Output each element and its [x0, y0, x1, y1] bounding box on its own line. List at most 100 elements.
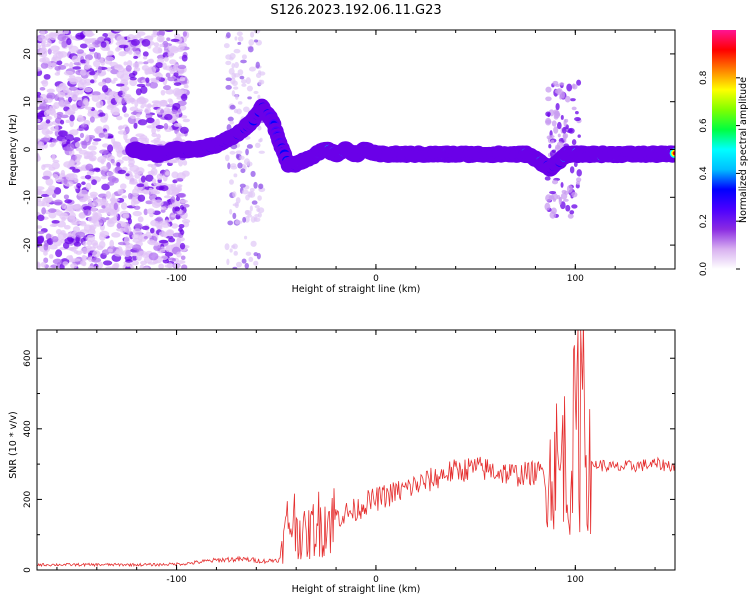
- noise-speck: [175, 177, 184, 182]
- noise-speck: [114, 64, 123, 69]
- noise-speck: [98, 209, 105, 213]
- noise-speck: [55, 249, 63, 258]
- noise-speck: [61, 138, 67, 145]
- noise-speck: [160, 255, 168, 261]
- noise-speck: [145, 82, 151, 87]
- noise-speck: [551, 120, 557, 127]
- noise-speck: [68, 75, 76, 79]
- noise-speck: [225, 60, 232, 66]
- noise-speck: [248, 66, 256, 72]
- noise-speck: [87, 198, 93, 204]
- noise-speck: [233, 250, 238, 256]
- noise-speck: [240, 79, 247, 84]
- noise-speck: [52, 56, 62, 62]
- noise-speck: [90, 206, 97, 213]
- noise-speck: [116, 150, 123, 158]
- noise-speck: [136, 83, 146, 88]
- noise-speck: [49, 143, 55, 148]
- noise-speck: [63, 70, 74, 76]
- noise-speck: [172, 87, 182, 96]
- noise-speck: [143, 191, 150, 195]
- noise-speck: [37, 235, 45, 244]
- noise-speck: [86, 170, 95, 176]
- noise-speck: [571, 191, 578, 198]
- noise-speck: [112, 112, 121, 116]
- colorbar-tick-label: 0.0: [699, 262, 709, 277]
- noise-speck: [37, 214, 45, 222]
- noise-speck: [120, 222, 128, 228]
- noise-speck: [233, 108, 239, 114]
- noise-speck: [241, 83, 247, 87]
- noise-speck: [134, 230, 143, 236]
- noise-speck: [41, 57, 50, 64]
- noise-speck: [558, 197, 562, 206]
- noise-speck: [151, 126, 157, 135]
- noise-speck: [561, 189, 567, 194]
- noise-speck: [545, 194, 552, 202]
- noise-speck: [92, 250, 101, 258]
- noise-speck: [144, 107, 151, 115]
- noise-speck: [97, 65, 102, 74]
- noise-speck: [112, 144, 119, 150]
- noise-speck: [145, 200, 153, 205]
- noise-speck: [549, 135, 555, 139]
- noise-speck: [83, 156, 90, 160]
- noise-speck: [140, 99, 147, 106]
- noise-speck: [83, 209, 92, 216]
- noise-speck: [162, 62, 167, 70]
- noise-speck: [245, 77, 251, 85]
- noise-speck: [111, 177, 119, 184]
- noise-speck: [549, 211, 557, 219]
- noise-speck: [258, 183, 264, 190]
- noise-speck: [158, 30, 165, 37]
- snr-line: [37, 330, 675, 568]
- noise-speck: [82, 241, 87, 247]
- noise-speck: [232, 212, 237, 220]
- noise-speck: [37, 118, 41, 123]
- noise-speck: [53, 187, 62, 195]
- noise-speck: [110, 158, 115, 164]
- noise-speck: [562, 126, 567, 134]
- noise-speck: [81, 181, 86, 186]
- x-tick-label: -100: [166, 575, 187, 585]
- y-tick-label: 600: [23, 349, 33, 366]
- noise-speck: [164, 171, 170, 176]
- noise-speck: [556, 121, 562, 130]
- noise-speck: [569, 210, 575, 215]
- noise-speck: [82, 206, 93, 211]
- noise-speck: [253, 260, 259, 266]
- noise-speck: [86, 239, 93, 246]
- noise-speck: [53, 199, 63, 206]
- noise-speck: [134, 172, 141, 179]
- noise-speck: [233, 48, 241, 54]
- snr-panel: -100 0 100 0 200 400 600 Height of straight li…: [8, 329, 676, 595]
- noise-speck: [107, 104, 117, 108]
- noise-speck: [564, 95, 571, 103]
- noise-speck: [240, 168, 246, 174]
- noise-speck: [73, 137, 81, 142]
- noise-speck: [229, 120, 235, 125]
- noise-speck: [69, 114, 75, 122]
- noise-speck: [65, 119, 71, 123]
- noise-speck: [570, 98, 576, 102]
- noise-speck: [72, 226, 81, 233]
- spectrogram-y-axis-label: Frequency (Hz): [8, 114, 19, 186]
- noise-speck: [237, 162, 243, 169]
- noise-speck: [244, 210, 252, 216]
- noise-speck: [87, 266, 94, 269]
- noise-speck: [66, 143, 75, 152]
- noise-speck: [82, 98, 89, 105]
- snr-y-axis-label: SNR (10 * v/v): [8, 411, 19, 479]
- noise-speck: [79, 189, 89, 197]
- noise-speck: [100, 175, 107, 180]
- noise-speck: [45, 104, 50, 110]
- noise-speck: [89, 51, 95, 55]
- noise-speck: [130, 252, 140, 257]
- noise-speck: [153, 42, 160, 48]
- noise-speck: [174, 206, 181, 212]
- noise-speck: [41, 193, 50, 198]
- noise-speck: [237, 41, 242, 45]
- colorbar: 0.0 0.2 0.4 0.6 0.8 Normalized spectral ampl…: [699, 30, 749, 276]
- noise-speck: [571, 204, 578, 209]
- noise-speck: [121, 195, 127, 199]
